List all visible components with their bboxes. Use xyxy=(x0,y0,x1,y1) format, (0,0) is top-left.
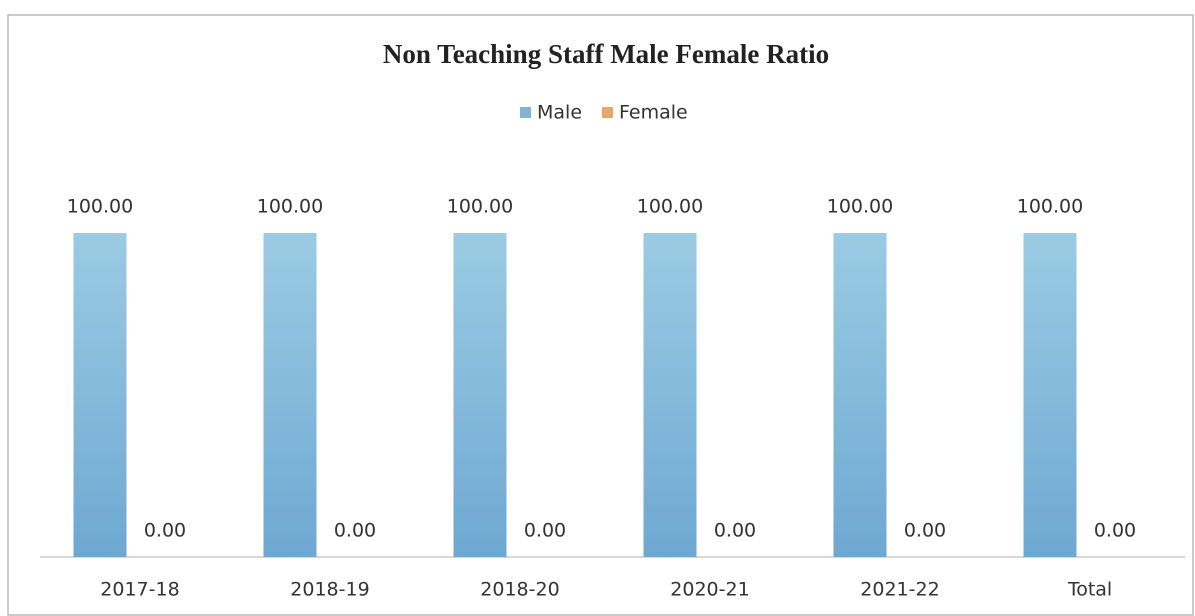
data-label: 0.00 xyxy=(524,520,566,542)
bar xyxy=(643,233,697,557)
data-label: 100.00 xyxy=(827,196,893,218)
x-tick-label: Total xyxy=(1067,579,1112,601)
data-label: 0.00 xyxy=(334,520,376,542)
x-tick-label: 2018-19 xyxy=(290,579,369,601)
data-label: 100.00 xyxy=(67,196,133,218)
bar xyxy=(73,233,127,557)
data-label: 0.00 xyxy=(144,520,186,542)
bar xyxy=(833,233,887,557)
bar xyxy=(453,233,507,557)
chart-frame xyxy=(7,14,1194,616)
data-label: 100.00 xyxy=(637,196,703,218)
x-tick-label: 2020-21 xyxy=(670,579,749,601)
data-label: 0.00 xyxy=(904,520,946,542)
x-tick-label: 2017-18 xyxy=(100,579,179,601)
data-label: 100.00 xyxy=(257,196,323,218)
x-tick-label: 2021-22 xyxy=(860,579,939,601)
legend-label: Male xyxy=(537,102,582,124)
bar xyxy=(263,233,317,557)
x-tick-label: 2018-20 xyxy=(480,579,559,601)
legend-label: Female xyxy=(619,102,688,124)
bar xyxy=(1023,233,1077,557)
legend-swatch xyxy=(520,107,531,118)
data-label: 100.00 xyxy=(1017,196,1083,218)
chart-title: Non Teaching Staff Male Female Ratio xyxy=(383,39,829,69)
data-label: 0.00 xyxy=(714,520,756,542)
legend-swatch xyxy=(602,107,614,118)
data-label: 0.00 xyxy=(1094,520,1136,542)
data-label: 100.00 xyxy=(447,196,513,218)
